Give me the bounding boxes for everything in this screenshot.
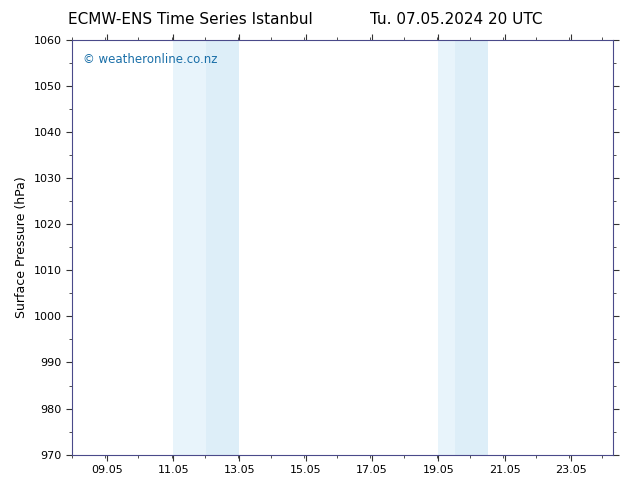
Bar [455,40,488,455]
Y-axis label: Surface Pressure (hPa): Surface Pressure (hPa) [15,176,28,318]
Bar [206,40,240,455]
Text: ECMW-ENS Time Series Istanbul: ECMW-ENS Time Series Istanbul [68,12,313,27]
Bar [173,40,206,455]
Text: © weatheronline.co.nz: © weatheronline.co.nz [83,52,217,66]
Bar [438,40,455,455]
Text: Tu. 07.05.2024 20 UTC: Tu. 07.05.2024 20 UTC [370,12,543,27]
